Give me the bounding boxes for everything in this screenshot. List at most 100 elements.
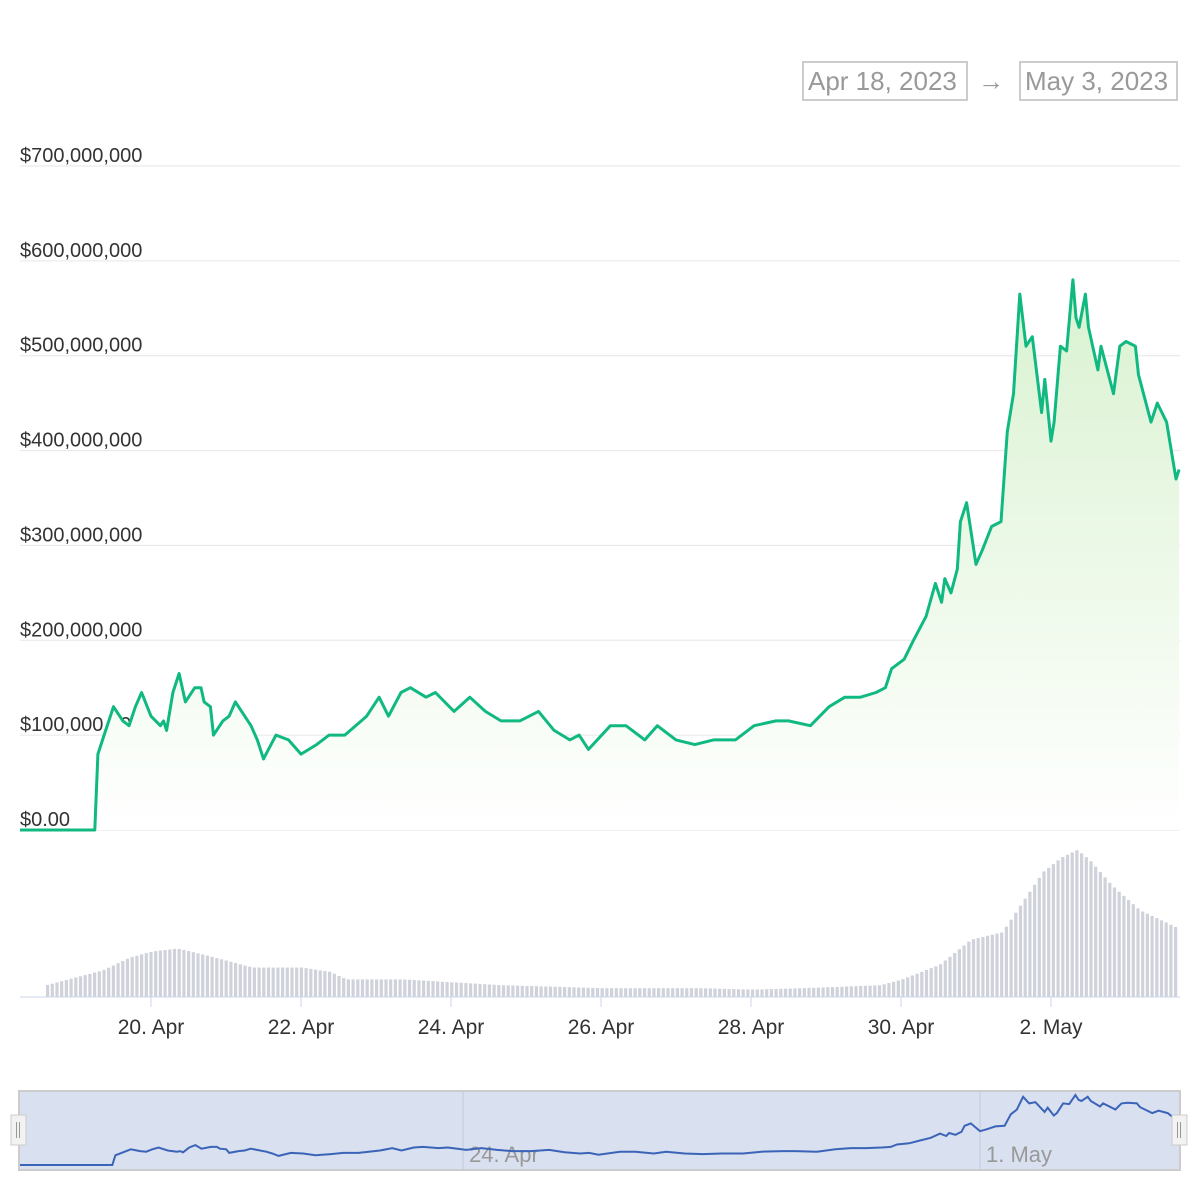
volume-bar xyxy=(351,979,355,997)
volume-bar xyxy=(1004,926,1008,997)
volume-bar xyxy=(1000,932,1004,997)
volume-bar xyxy=(755,989,759,997)
navigator-handle-left[interactable] xyxy=(10,1114,27,1146)
volume-bar xyxy=(281,967,285,997)
volume-bar xyxy=(619,988,623,997)
volume-bar xyxy=(924,970,929,997)
navigator-series xyxy=(20,1093,1181,1166)
volume-bar xyxy=(107,967,111,997)
volume-bar xyxy=(661,988,665,997)
volume-bar xyxy=(1018,905,1023,997)
volume-bar xyxy=(1084,857,1088,997)
volume-bar xyxy=(168,949,172,997)
volume-bar xyxy=(530,986,534,997)
volume-bar xyxy=(205,955,209,997)
volume-bar xyxy=(572,987,576,997)
volume-bar xyxy=(487,984,491,997)
range-arrow: → xyxy=(978,66,1004,96)
volume-bar xyxy=(262,967,266,997)
volume-bar xyxy=(840,986,844,997)
navigator[interactable]: 24. Apr 1. May xyxy=(10,1090,1188,1171)
volume-bar xyxy=(826,987,830,997)
volume-bar xyxy=(1014,912,1018,997)
volume-bar xyxy=(967,941,971,997)
volume-bar xyxy=(802,988,806,997)
y-tick-label: $200,000,000 xyxy=(20,619,142,641)
volume-bar xyxy=(1065,854,1070,997)
range-from-input[interactable]: Apr 18, 2023 xyxy=(802,61,968,101)
volume-bar xyxy=(210,956,214,997)
volume-bar xyxy=(788,988,792,997)
volume-bar xyxy=(266,967,271,997)
volume-bar xyxy=(849,986,853,997)
volume-bar xyxy=(412,980,416,997)
x-tick-label: 30. Apr xyxy=(868,1016,935,1039)
volume-bar xyxy=(539,986,543,997)
volume-bar xyxy=(417,980,421,997)
volume-bar xyxy=(422,980,426,997)
volume-bar xyxy=(426,980,430,997)
volume-bar xyxy=(1169,924,1173,997)
range-to-input[interactable]: May 3, 2023 xyxy=(1019,61,1178,101)
navigator-mask[interactable] xyxy=(18,1090,1181,1171)
volume-bar xyxy=(1098,872,1102,997)
series-line xyxy=(20,278,1181,832)
volume-bar xyxy=(939,964,943,997)
volume-bar xyxy=(135,955,139,997)
volume-bar xyxy=(957,949,961,997)
volume-bar xyxy=(290,967,294,997)
volume-bar xyxy=(342,978,346,997)
volume-bar xyxy=(910,975,914,997)
volume-bar xyxy=(990,934,994,997)
volume-bar xyxy=(873,985,877,997)
volume-bar xyxy=(741,989,745,997)
volume-bar xyxy=(638,988,642,997)
volume-bar xyxy=(1103,877,1107,997)
volume-bar xyxy=(323,971,327,997)
volume-bar xyxy=(346,979,350,997)
volume-bar xyxy=(459,982,463,997)
volume-bar xyxy=(628,988,632,997)
volume-bar xyxy=(1141,911,1145,997)
volume-bar xyxy=(1122,895,1126,997)
volume-bar xyxy=(892,981,896,997)
volume-bar xyxy=(1155,918,1159,997)
volume-bar xyxy=(436,981,440,997)
volume-bar xyxy=(313,969,318,997)
volume-bar xyxy=(708,988,712,997)
volume-bar xyxy=(492,984,496,997)
volume-bar xyxy=(563,987,567,997)
volume-bar xyxy=(375,979,379,997)
volume-bar xyxy=(722,988,726,997)
volume-bar xyxy=(299,967,303,997)
volume-bar xyxy=(83,975,87,997)
volume-bar xyxy=(1061,857,1065,997)
volume-bar xyxy=(1164,922,1168,997)
volume-bar xyxy=(140,954,144,997)
volume-bar xyxy=(713,988,717,997)
volume-bar xyxy=(553,986,557,997)
volume-bar xyxy=(276,967,280,997)
volume-bar xyxy=(1145,913,1149,997)
volume-bar xyxy=(1028,891,1032,997)
volume-bar xyxy=(318,970,322,997)
volume-bar xyxy=(1127,900,1131,997)
volume-bar xyxy=(469,983,473,997)
volume-bar xyxy=(699,988,703,997)
volume-bar xyxy=(1042,871,1046,997)
volume-bar xyxy=(483,984,487,997)
volume-bar xyxy=(252,967,256,997)
volume-bar xyxy=(877,985,882,997)
navigator-handle-right[interactable] xyxy=(1171,1114,1188,1146)
volume-bar xyxy=(187,951,191,997)
volume-bar xyxy=(835,986,839,997)
volume-bar xyxy=(680,988,684,997)
volume-bar xyxy=(624,988,628,997)
volume-bar xyxy=(671,988,675,997)
volume-bar xyxy=(356,979,360,997)
volume-bar xyxy=(370,979,374,997)
volume-bar xyxy=(657,988,661,997)
volume-bar xyxy=(102,969,106,997)
volume-bar xyxy=(130,956,134,997)
